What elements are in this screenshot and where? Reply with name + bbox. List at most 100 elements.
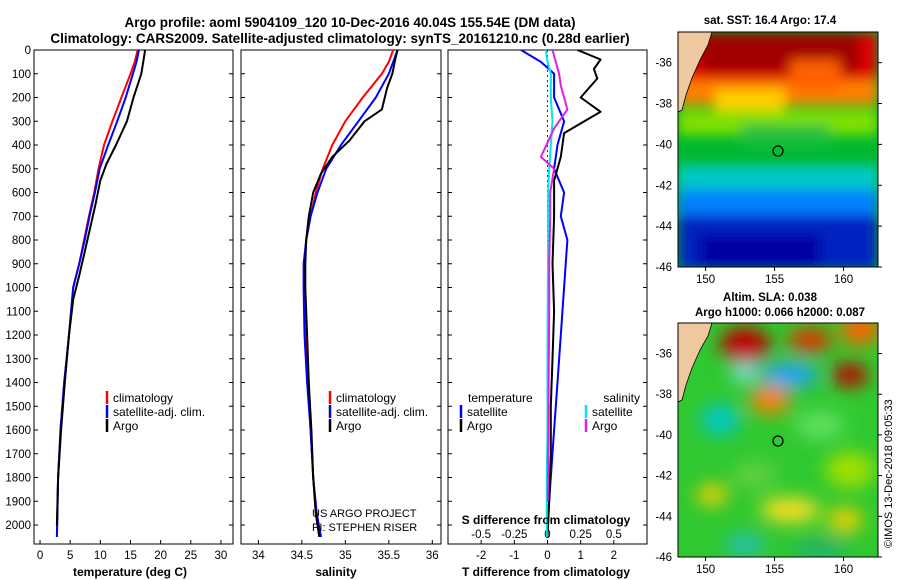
series-line-s-argo [539, 50, 569, 502]
depth-tick-label: 1800 [5, 473, 31, 485]
map-y-tick-label: -38 [655, 99, 672, 111]
map-y-tick-label: -42 [655, 180, 672, 192]
difference-series [520, 50, 602, 537]
sla-map-axes: 150 155 160 -36 -38 -40 -42 -44 -46 [655, 349, 882, 576]
x-tick-label: 5 [67, 550, 73, 562]
legend-label-climatology: climatology [336, 391, 396, 405]
x-tick-label: 1 [577, 550, 583, 562]
legend-label-t-satellite: satellite [467, 405, 508, 419]
map-y-tick-label: -46 [655, 552, 672, 564]
title-line2: Climatology: CARS2009. Satellite-adjuste… [50, 31, 629, 46]
depth-tick-label: 700 [12, 211, 31, 223]
depth-tick-label: 100 [12, 69, 31, 81]
difference-legend: temperature satellite Argo salinity sate… [459, 391, 640, 433]
s-tick-label: 0.25 [569, 529, 591, 541]
map-y-tick-label: -40 [655, 139, 672, 151]
series-line-argo [55, 50, 146, 526]
x-tick-label: 35.5 [378, 550, 400, 562]
temperature-xticks: 0 5 10 15 20 25 30 [37, 540, 228, 562]
legend-label-t-argo: Argo [467, 419, 493, 433]
depth-tick-label: 300 [12, 116, 31, 128]
sla-map-frame [677, 322, 879, 558]
map-y-tick-label: -36 [655, 349, 672, 361]
map-y-tick-label: -46 [655, 262, 672, 274]
credit-line1: US ARGO PROJECT [312, 508, 417, 520]
depth-tick-label: 1900 [5, 496, 31, 508]
depth-tick-label: 200 [12, 93, 31, 105]
salinity-legend: climatology satellite-adj. clim. Argo [328, 391, 428, 433]
sst-map-frame [677, 31, 879, 268]
depth-tick-label: 1000 [5, 283, 31, 295]
map-y-tick-label: -36 [655, 58, 672, 70]
map-x-tick-label: 150 [696, 274, 715, 286]
depth-tick-label: 500 [12, 164, 31, 176]
imos-watermark: ©IMOS 13-Dec-2018 09:05:33 [883, 399, 895, 548]
s-tick-label: 0.5 [606, 529, 622, 541]
temperature-series [55, 50, 146, 537]
depth-tick-label: 0 [25, 45, 31, 57]
depth-tick-label: 1700 [5, 449, 31, 461]
legend-title-temperature: temperature [468, 391, 533, 405]
x-tick-label: 34 [252, 550, 265, 562]
sst-map-image [678, 32, 878, 267]
s-tick-label: -0.25 [501, 529, 527, 541]
title-line1: Argo profile: aoml 5904109_120 10-Dec-20… [125, 15, 576, 30]
map-x-tick-label: 160 [834, 274, 853, 286]
temperature-panel [33, 49, 234, 545]
map-x-tick-label: 155 [765, 564, 784, 576]
depth-tick-label: 2000 [5, 520, 31, 532]
x-tick-label: -1 [509, 550, 519, 562]
series-line-t-satellite [520, 50, 569, 537]
legend-label-satellite: satellite-adj. clim. [336, 405, 428, 419]
sla-map-subtitle: Argo h1000: 0.066 h2000: 0.087 [695, 307, 865, 319]
x-tick-label: 15 [124, 550, 137, 562]
depth-tick-label: 400 [12, 140, 31, 152]
x-tick-label: 2 [611, 550, 617, 562]
difference-xlabel: T difference from climatology [462, 565, 630, 579]
x-tick-label: 35 [339, 550, 352, 562]
legend-title-salinity: salinity [603, 391, 640, 405]
series-line-t-argo [546, 50, 602, 537]
x-tick-label: 20 [154, 550, 167, 562]
legend-label-s-satellite: satellite [592, 405, 633, 419]
salinity-xticks: 34 34.5 35 35.5 36 [252, 540, 439, 562]
difference-xlabel2: S difference from climatology [462, 513, 631, 527]
sst-argo-marker [772, 145, 784, 157]
salinity-series [302, 50, 399, 538]
legend-label-climatology: climatology [113, 391, 173, 405]
x-tick-label: 0 [544, 550, 550, 562]
x-tick-label: 0 [37, 550, 43, 562]
depth-tick-label: 600 [12, 188, 31, 200]
legend-label-argo: Argo [113, 419, 139, 433]
s-tick-label: -0.5 [471, 529, 491, 541]
series-line-argo [304, 50, 399, 538]
sla-map-title: Altim. SLA: 0.038 [723, 292, 818, 304]
x-tick-label: -2 [476, 550, 486, 562]
series-line-s-satellite [544, 50, 554, 537]
map-y-tick-label: -44 [655, 511, 672, 523]
depth-tick-label: 1200 [5, 330, 31, 342]
sst-map-axes: 150 155 160 -36 -38 -40 -42 -44 -46 [655, 58, 882, 286]
credit-line2: PI: STEPHEN RISER [312, 522, 417, 534]
map-y-tick-label: -42 [655, 471, 672, 483]
sla-argo-marker [772, 435, 784, 447]
legend-label-argo: Argo [336, 419, 362, 433]
sla-map-image [678, 323, 878, 557]
x-tick-label: 25 [184, 550, 197, 562]
depth-tick-label: 1500 [5, 401, 31, 413]
map-y-tick-label: -44 [655, 221, 672, 233]
x-tick-label: 36 [426, 550, 439, 562]
map-y-tick-label: -40 [655, 430, 672, 442]
map-y-tick-label: -38 [655, 389, 672, 401]
depth-axis: 0 100 200 300 400 500 600 700 800 900 1000 1100 1200… [5, 45, 647, 532]
depth-tick-label: 1300 [5, 354, 31, 366]
salinity-xlabel: salinity [315, 565, 357, 579]
temperature-legend: climatology satellite-adj. clim. Argo [105, 391, 205, 433]
sst-map-title: sat. SST: 16.4 Argo: 17.4 [704, 15, 837, 27]
x-tick-label: 30 [215, 550, 228, 562]
depth-tick-label: 900 [12, 259, 31, 271]
map-x-tick-label: 155 [765, 274, 784, 286]
depth-tick-label: 800 [12, 235, 31, 247]
legend-label-s-argo: Argo [592, 419, 618, 433]
x-tick-label: 10 [94, 550, 107, 562]
